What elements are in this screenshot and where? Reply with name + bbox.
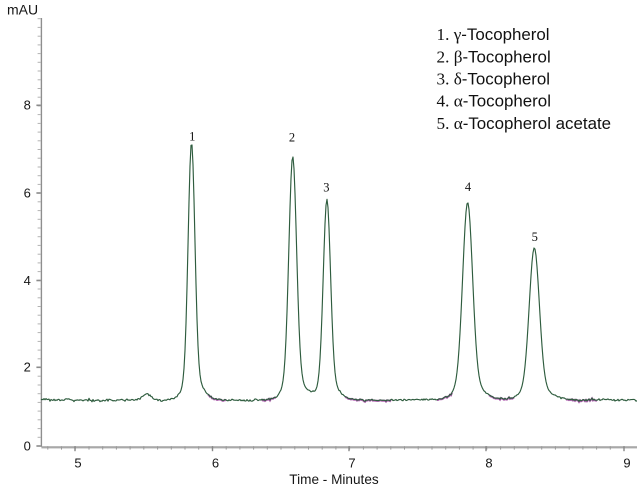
svg-text:5: 5 (74, 455, 81, 470)
svg-text:7: 7 (348, 455, 355, 470)
svg-text:6: 6 (212, 455, 219, 470)
svg-text:2: 2 (289, 130, 295, 144)
svg-text:9: 9 (623, 455, 630, 470)
svg-text:Time - Minutes: Time - Minutes (289, 472, 379, 487)
svg-text:5: 5 (532, 230, 538, 244)
svg-text:1. γ-Tocopherol: 1. γ-Tocopherol (437, 25, 550, 44)
svg-text:5. α-Tocopherol acetate: 5. α-Tocopherol acetate (437, 114, 612, 133)
svg-text:8: 8 (485, 455, 492, 470)
svg-text:3. δ-Tocopherol: 3. δ-Tocopherol (437, 70, 551, 89)
svg-text:2: 2 (24, 360, 31, 375)
svg-text:6: 6 (24, 185, 31, 200)
svg-text:2. β-Tocopherol: 2. β-Tocopherol (437, 47, 551, 66)
svg-text:mAU: mAU (7, 2, 38, 18)
svg-text:1: 1 (189, 130, 195, 144)
svg-text:4. α-Tocopherol: 4. α-Tocopherol (437, 92, 551, 111)
svg-text:4: 4 (465, 180, 472, 194)
svg-text:0: 0 (24, 438, 31, 453)
svg-text:4: 4 (24, 273, 31, 288)
svg-text:8: 8 (24, 98, 31, 113)
svg-text:3: 3 (323, 181, 329, 195)
